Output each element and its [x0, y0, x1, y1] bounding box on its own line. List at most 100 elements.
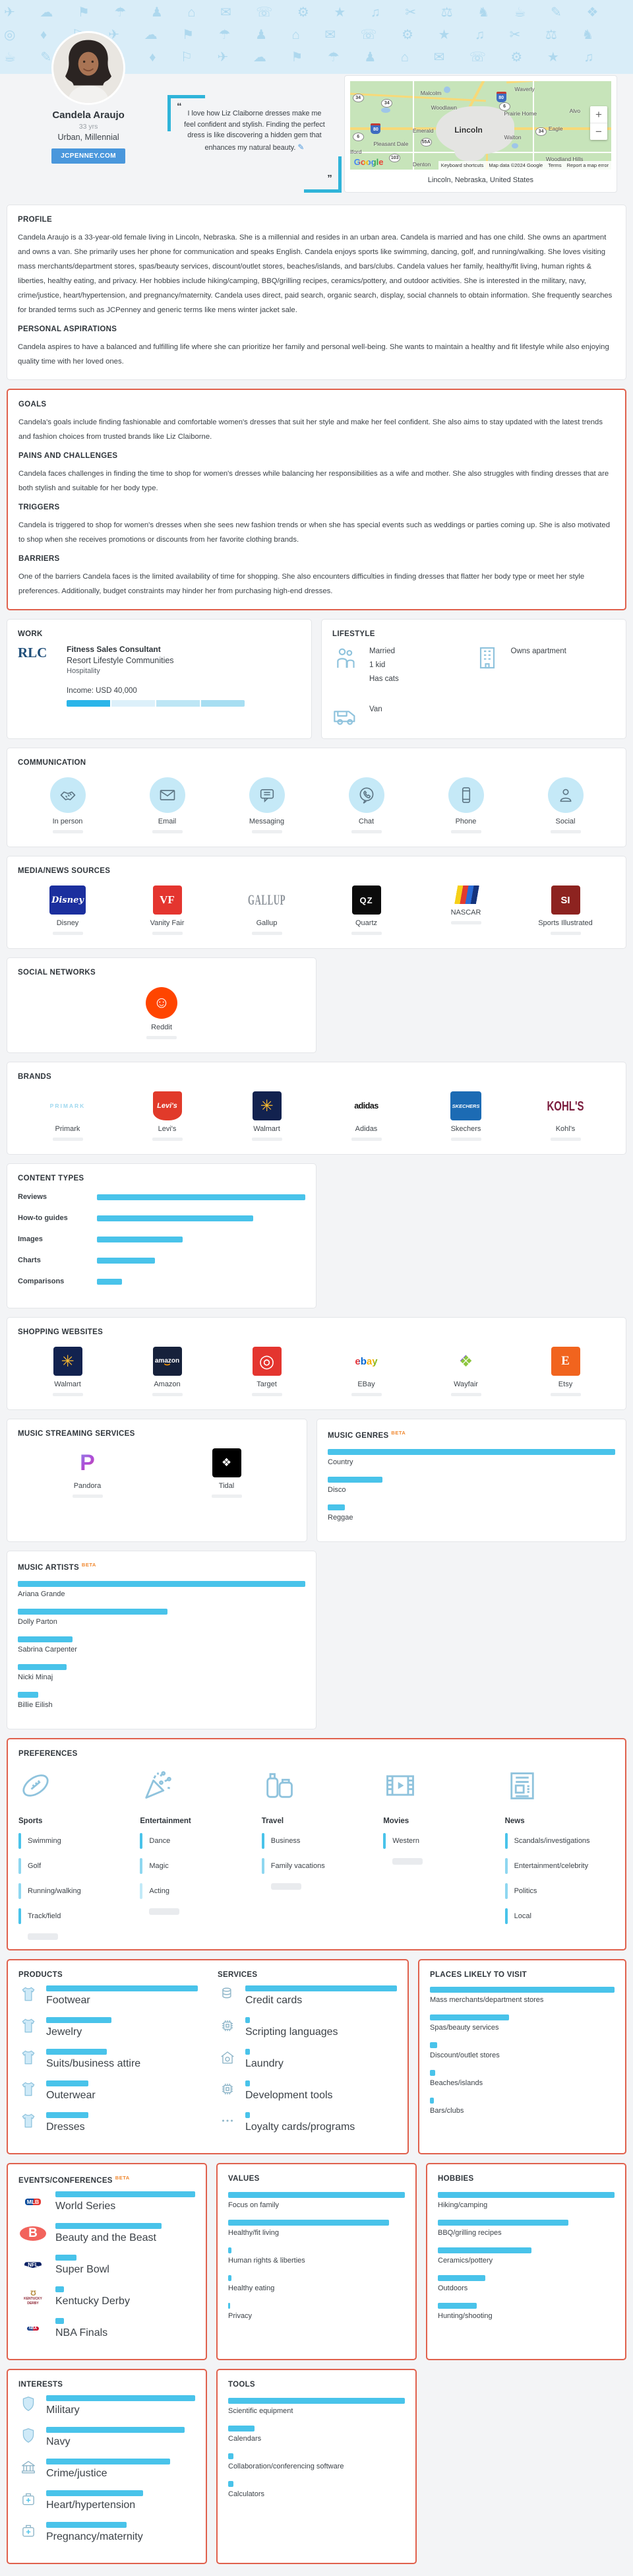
strength-bar: [261, 1832, 264, 1849]
place-row: Discount/outlet stores: [430, 2042, 615, 2059]
music-genre-label: Reggae: [328, 1514, 353, 1522]
football-icon: [18, 1768, 128, 1811]
value-bar: [245, 2016, 250, 2023]
value-bar: [46, 2016, 111, 2023]
social-network-logo: [146, 987, 177, 1019]
event-item: KENTUCKY DERBY Kentucky Derby: [18, 2286, 195, 2307]
newspaper-icon: [505, 1768, 615, 1811]
vehicle-status: Van: [332, 703, 474, 729]
service-label: Laundry: [245, 2057, 284, 2069]
music-artist-label: Dolly Parton: [18, 1617, 57, 1626]
events-title: EVENTS/CONFERENCES BETA: [18, 2174, 130, 2185]
value-bar: [97, 1257, 156, 1264]
route-shield: 55A: [420, 137, 432, 146]
media-source-logo: Disney: [49, 886, 86, 915]
event-item: B Beauty and the Beast: [18, 2222, 195, 2244]
product-label: Jewelry: [46, 2026, 82, 2038]
preference-label: Dance: [149, 1836, 171, 1845]
content-types-list: Reviews How-to guides Images Cha: [18, 1193, 305, 1285]
edit-quote-icon[interactable]: ✎: [297, 143, 305, 152]
media-source-logo: VF: [152, 886, 182, 915]
persona-header: Candela Araujo 33 yrs Urban, Millennial …: [7, 33, 626, 205]
music-streaming-logo: ❖: [212, 1448, 241, 1478]
event-item: MLB World Series: [18, 2191, 195, 2212]
usage-bar: [152, 1393, 183, 1397]
income-segment: [67, 700, 110, 707]
strength-bar: [140, 1832, 143, 1849]
map-town-label: Lincoln: [454, 125, 483, 135]
map-attribution-link[interactable]: Map data ©2024 Google: [489, 162, 543, 168]
company-name: Resort Lifestyle Communities: [67, 656, 174, 666]
music-artist-row: Ariana Grande: [18, 1580, 305, 1598]
service-item: Credit cards: [218, 1985, 397, 2007]
shopping-website-label: Walmart: [54, 1380, 81, 1389]
events-card: EVENTS/CONFERENCES BETA MLB World Series …: [7, 2162, 207, 2360]
shopping-website-logo: ◎: [252, 1347, 282, 1376]
map-zoom-control: + −: [590, 106, 607, 140]
communication-grid: In person Email Messaging Cha: [18, 773, 615, 837]
brand-item: KOHL'S Kohl's: [516, 1087, 615, 1145]
service-icon: [218, 2112, 237, 2129]
map-attribution-link[interactable]: Terms: [548, 162, 562, 168]
media-source-label: Gallup: [256, 919, 278, 928]
products-services-card: PRODUCTS Footwear Jewelry: [7, 1958, 409, 2154]
content-type-label: How-to guides: [18, 1214, 68, 1223]
preference-item: Western: [383, 1832, 493, 1849]
site-button[interactable]: JCPENNEY.COM: [51, 148, 125, 164]
place-row: Mass merchants/department stores: [430, 1986, 615, 2004]
map-town-label: Waverly: [514, 85, 535, 92]
value-bar: [228, 2453, 234, 2459]
social-networks-title: SOCIAL NETWORKS: [18, 969, 96, 977]
music-artist-label: Nicki Minaj: [18, 1673, 53, 1681]
event-logo: KENTUCKY DERBY: [18, 2287, 47, 2306]
map-town-label: Prairie Home: [504, 110, 537, 117]
persona-name: Candela Araujo: [52, 110, 125, 121]
usage-bar: [450, 1393, 481, 1397]
preference-column-title: News: [504, 1817, 525, 1825]
product-item: Jewelry: [18, 2016, 198, 2038]
google-logo[interactable]: Google: [353, 157, 384, 167]
service-item: Loyalty cards/programs: [218, 2111, 397, 2133]
map[interactable]: Malcolm Waverly Woodlawn Prairie Home Alvo Em…: [349, 81, 611, 170]
brand-logo: SKECHERS: [450, 1091, 482, 1121]
service-label: Loyalty cards/programs: [245, 2121, 355, 2133]
media-source-label: Quartz: [355, 919, 377, 928]
map-attribution-link[interactable]: Keyboard shortcuts: [440, 162, 484, 168]
hobbies-title: HOBBIES: [438, 2174, 474, 2183]
usage-bar: [52, 1393, 83, 1397]
map-town-label: Woodland Hills: [545, 155, 584, 162]
usage-bar: [550, 1138, 581, 1142]
map-town-label: Emerald: [412, 127, 434, 134]
value-bar: [97, 1236, 183, 1242]
preferences-title: PREFERENCES: [18, 1749, 78, 1758]
brand-logo: adidas: [354, 1101, 378, 1111]
insights-card: GOALS Candela's goals include finding fa…: [7, 389, 626, 611]
place-row: Spas/beauty services: [430, 2014, 615, 2032]
value-bar: [46, 2395, 195, 2401]
income-segment: [156, 700, 200, 707]
shopping-website-logo: E: [551, 1347, 580, 1376]
shopping-website-label: Target: [256, 1380, 277, 1389]
music-artists-card: MUSIC ARTISTS BETA Ariana Grande Dolly Pa…: [7, 1551, 316, 1729]
shopping-website-item: ◎ Target: [217, 1343, 316, 1400]
media-source-logo: GALLUP: [247, 891, 286, 909]
music-streaming-grid: P Pandora ❖ Tidal: [18, 1444, 296, 1502]
value-row: Healthy/fit living: [228, 2219, 405, 2237]
strength-bar: [504, 1908, 508, 1924]
value-bar: [438, 2219, 569, 2226]
shopping-website-label: Wayfair: [454, 1380, 478, 1389]
preference-column-title: Travel: [261, 1817, 284, 1825]
music-artist-row: Billie Eilish: [18, 1691, 305, 1709]
lifestyle-line: Owns apartment: [510, 647, 566, 656]
preference-label: Swimming: [28, 1836, 61, 1845]
zoom-out-button[interactable]: −: [595, 125, 602, 138]
zoom-in-button[interactable]: +: [590, 106, 607, 123]
persona-segment: Urban, Millennial: [57, 133, 119, 142]
content-type-row: Comparisons: [18, 1277, 305, 1285]
open-quote-mark: “: [177, 101, 182, 112]
income-label: Income: USD 40,000: [67, 687, 137, 695]
shopping-website-label: Amazon: [154, 1380, 181, 1389]
employer-logo: RLC: [18, 645, 47, 661]
brand-logo: ✳: [252, 1091, 282, 1121]
map-attribution-link[interactable]: Report a map error: [566, 162, 609, 168]
